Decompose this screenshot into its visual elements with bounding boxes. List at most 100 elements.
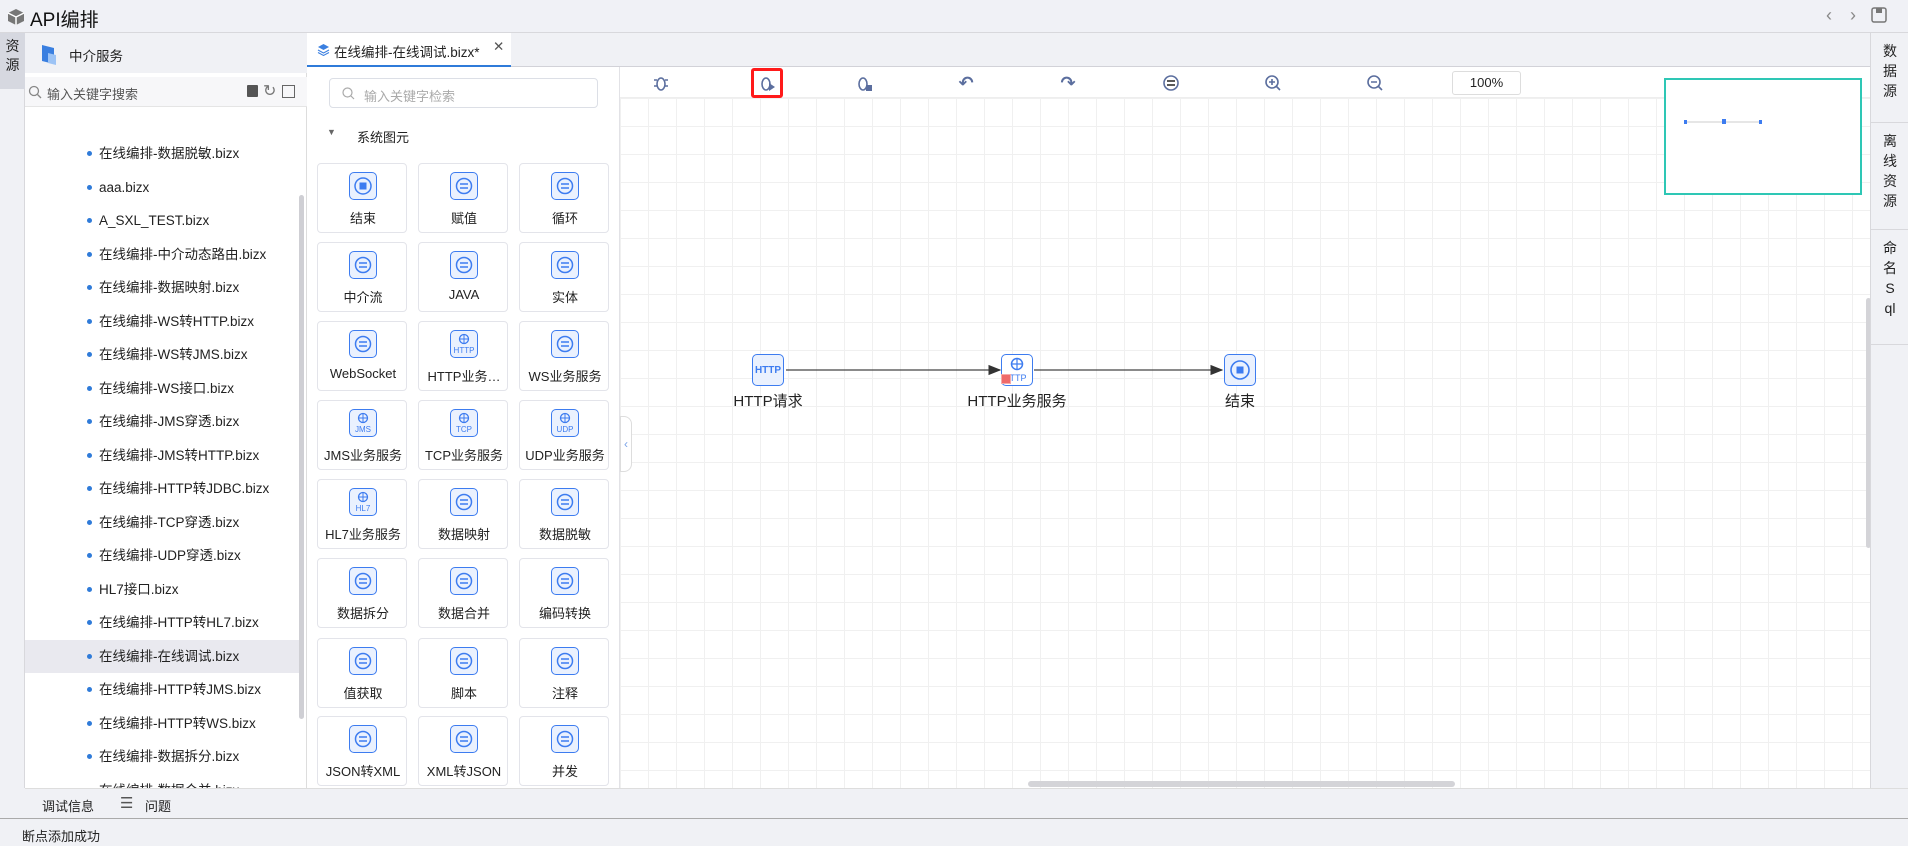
locate-icon[interactable]: [247, 85, 258, 97]
close-tab-icon[interactable]: ✕: [493, 39, 505, 54]
tree-item[interactable]: A_SXL_TEST.bizx: [25, 204, 300, 237]
tree-item[interactable]: 在线编排-HTTP转JMS.bizx: [25, 673, 300, 706]
breakpoint-marker[interactable]: [1001, 374, 1011, 384]
palette-item[interactable]: JSON转XML: [317, 716, 407, 786]
tree-item[interactable]: 在线编排-UDP穿透.bizx: [25, 539, 300, 572]
palette-item[interactable]: HTTP HTTP业务…: [418, 321, 508, 391]
collapse-all-icon[interactable]: [282, 85, 295, 98]
tree-item-label: 在线编排-TCP穿透.bizx: [99, 514, 240, 530]
forward-icon[interactable]: ›: [1850, 5, 1856, 25]
tree-item[interactable]: 在线编排-中介动态路由.bizx: [25, 238, 300, 271]
palette-item[interactable]: JMS JMS业务服务: [317, 400, 407, 470]
tree-item[interactable]: 在线编排-JMS穿透.bizx: [25, 405, 300, 438]
minimap-preview: [1684, 119, 1762, 124]
canvas-vertical-scrollbar[interactable]: [1866, 298, 1871, 548]
zoom-level-field[interactable]: 100%: [1452, 71, 1521, 95]
collapse-palette-handle[interactable]: ‹: [620, 416, 632, 472]
bullet-icon: [87, 687, 92, 692]
caret-down-icon[interactable]: ▼: [327, 127, 336, 137]
problems-tab[interactable]: 问题: [145, 799, 172, 814]
canvas-toolbar: ↶ ↷ 100%: [620, 67, 1870, 98]
tree-item[interactable]: 在线编排-TCP穿透.bizx: [25, 506, 300, 539]
tree-item[interactable]: 在线编排-在线调试.bizx: [25, 639, 300, 673]
hl-icon: HL7: [349, 488, 377, 516]
zoom-out-icon[interactable]: [1364, 72, 1386, 94]
tree-item[interactable]: 在线编排-数据拆分.bizx: [25, 740, 300, 773]
tree-item[interactable]: 在线编排-HTTP转JDBC.bizx: [25, 472, 300, 505]
resource-tab[interactable]: 资源: [0, 33, 25, 89]
undo-icon[interactable]: ↶: [958, 72, 974, 93]
palette-item[interactable]: 赋值: [418, 163, 508, 233]
palette-item[interactable]: 编码转换: [519, 558, 609, 628]
zoom-in-icon[interactable]: [1262, 72, 1284, 94]
tree-search[interactable]: 输入关键字搜索 ↻: [25, 77, 307, 107]
canvas-horizontal-scrollbar[interactable]: [1028, 781, 1455, 787]
palette-item[interactable]: JAVA: [418, 242, 508, 312]
tree-item[interactable]: HL7接口.bizx: [25, 573, 300, 606]
tree-scrollbar[interactable]: [299, 195, 304, 719]
debug-stop-icon[interactable]: [853, 72, 875, 94]
palette-item[interactable]: 中介流: [317, 242, 407, 312]
tree-item[interactable]: 在线编排-WS转JMS.bizx: [25, 338, 300, 371]
swap-icon[interactable]: [1160, 72, 1182, 94]
palette-item[interactable]: 注释: [519, 638, 609, 708]
palette-item[interactable]: 数据映射: [418, 479, 508, 549]
tree-item[interactable]: 在线编排-HTTP转HL7.bizx: [25, 606, 300, 639]
tree-item[interactable]: 在线编排-JMS转HTTP.bizx: [25, 439, 300, 472]
tree-item[interactable]: aaa.bizx: [25, 171, 300, 204]
palette-item[interactable]: WebSocket: [317, 321, 407, 391]
palette-item[interactable]: 实体: [519, 242, 609, 312]
tree-item-label: 在线编排-数据脱敏.bizx: [99, 146, 240, 161]
val-icon: [349, 647, 377, 675]
right-tab-named-sql[interactable]: 命名Sql: [1871, 230, 1908, 345]
bullet-icon: [87, 184, 92, 190]
tree-item[interactable]: 在线编排-WS转HTTP.bizx: [25, 305, 300, 338]
tree-item-label: 在线编排-HTTP转JMS.bizx: [99, 682, 261, 697]
jms-icon: JMS: [349, 409, 377, 437]
palette-item[interactable]: 脚本: [418, 638, 508, 708]
palette-item[interactable]: 数据拆分: [317, 558, 407, 628]
palette-group-label[interactable]: 系统图元: [357, 130, 410, 145]
palette-item[interactable]: 结束: [317, 163, 407, 233]
debug-info-tab[interactable]: 调试信息: [42, 799, 95, 814]
debug-breakpoint-icon[interactable]: [650, 72, 672, 94]
tree-item[interactable]: 在线编排-WS接口.bizx: [25, 372, 300, 405]
flow-node-http-service[interactable]: TTP: [1001, 354, 1033, 386]
palette-item-label: 数据映射: [437, 527, 490, 542]
tree-item[interactable]: 在线编排-HTTP转WS.bizx: [25, 707, 300, 740]
bullet-icon: [87, 586, 92, 592]
palette-item[interactable]: WS业务服务: [519, 321, 609, 391]
palette-search-input[interactable]: 输入关键字检索: [329, 78, 598, 108]
save-icon[interactable]: [1871, 7, 1887, 23]
tree-item[interactable]: 在线编排-数据脱敏.bizx: [25, 137, 300, 170]
split-icon: [349, 567, 377, 595]
palette-item-label: 数据合并: [437, 606, 490, 621]
flow-canvas[interactable]: ↶ ↷ 100% HTTP HTTP请求 TTP HTTP业务服务 结束: [620, 67, 1871, 788]
tree-item[interactable]: 在线编排-数据映射.bizx: [25, 271, 300, 304]
bullet-icon: [87, 486, 92, 491]
palette-item[interactable]: HL7 HL7业务服务: [317, 479, 407, 549]
tree-item-label: 在线编排-WS转JMS.bizx: [99, 347, 248, 362]
app-title: API编排: [30, 10, 99, 31]
palette-item[interactable]: XML转JSON: [418, 716, 508, 786]
palette-item[interactable]: 循环: [519, 163, 609, 233]
palette-item-label: HTTP业务…: [427, 369, 501, 384]
right-tab-label: 离线资源: [1883, 133, 1897, 209]
right-tab-datasource[interactable]: 数据源: [1871, 33, 1908, 123]
flow-node-end[interactable]: [1224, 354, 1256, 386]
debug-run-icon[interactable]: [751, 68, 783, 98]
palette-item[interactable]: 数据合并: [418, 558, 508, 628]
right-tab-offline-resource[interactable]: 离线资源: [1871, 123, 1908, 230]
flow-node-http-request[interactable]: HTTP: [752, 354, 784, 386]
palette-item[interactable]: UDP UDP业务服务: [519, 400, 609, 470]
redo-icon[interactable]: ↷: [1060, 72, 1076, 93]
minimap[interactable]: [1664, 78, 1862, 195]
palette-item[interactable]: TCP TCP业务服务: [418, 400, 508, 470]
refresh-icon[interactable]: ↻: [263, 83, 277, 100]
palette-item[interactable]: 并发: [519, 716, 609, 786]
palette-item-label: JAVA: [448, 287, 480, 302]
back-icon[interactable]: ‹: [1826, 5, 1832, 25]
tab-online-debug[interactable]: 在线编排-在线调试.bizx* ✕: [307, 33, 511, 67]
palette-item[interactable]: 数据脱敏: [519, 479, 609, 549]
palette-item[interactable]: 值获取: [317, 638, 407, 708]
